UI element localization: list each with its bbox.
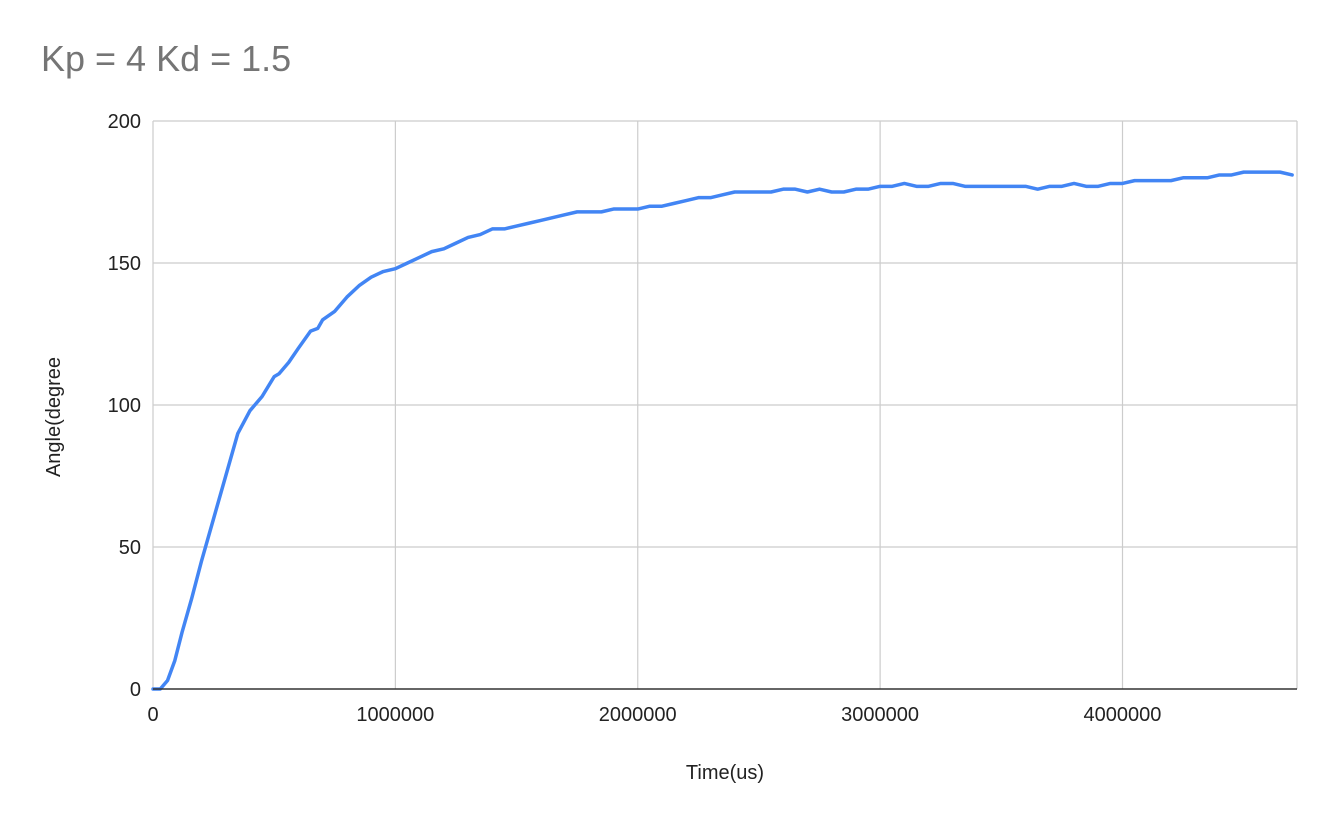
x-tick-label: 3000000 <box>841 704 919 726</box>
x-tick-label: 1000000 <box>356 704 434 726</box>
grid-lines <box>152 120 1298 689</box>
x-tick-label: 0 <box>147 704 158 726</box>
chart-title: Kp = 4 Kd = 1.5 <box>41 38 292 79</box>
x-tick-label: 4000000 <box>1084 704 1162 726</box>
series-layer <box>151 170 1294 691</box>
x-tick-label: 2000000 <box>599 704 677 726</box>
tick-labels: 0 50 100 150 200 0 1000000 2000000 3000000 400000… <box>108 111 1162 726</box>
y-tick-label: 100 <box>108 395 141 417</box>
y-tick-label: 150 <box>108 253 141 275</box>
y-tick-label: 200 <box>108 111 141 133</box>
y-tick-label: 50 <box>119 537 141 559</box>
x-axis-label: Time(us) <box>686 762 764 784</box>
y-axis-label: Angle(degree <box>43 357 65 477</box>
y-tick-label: 0 <box>130 679 141 701</box>
series-line <box>151 170 1294 691</box>
